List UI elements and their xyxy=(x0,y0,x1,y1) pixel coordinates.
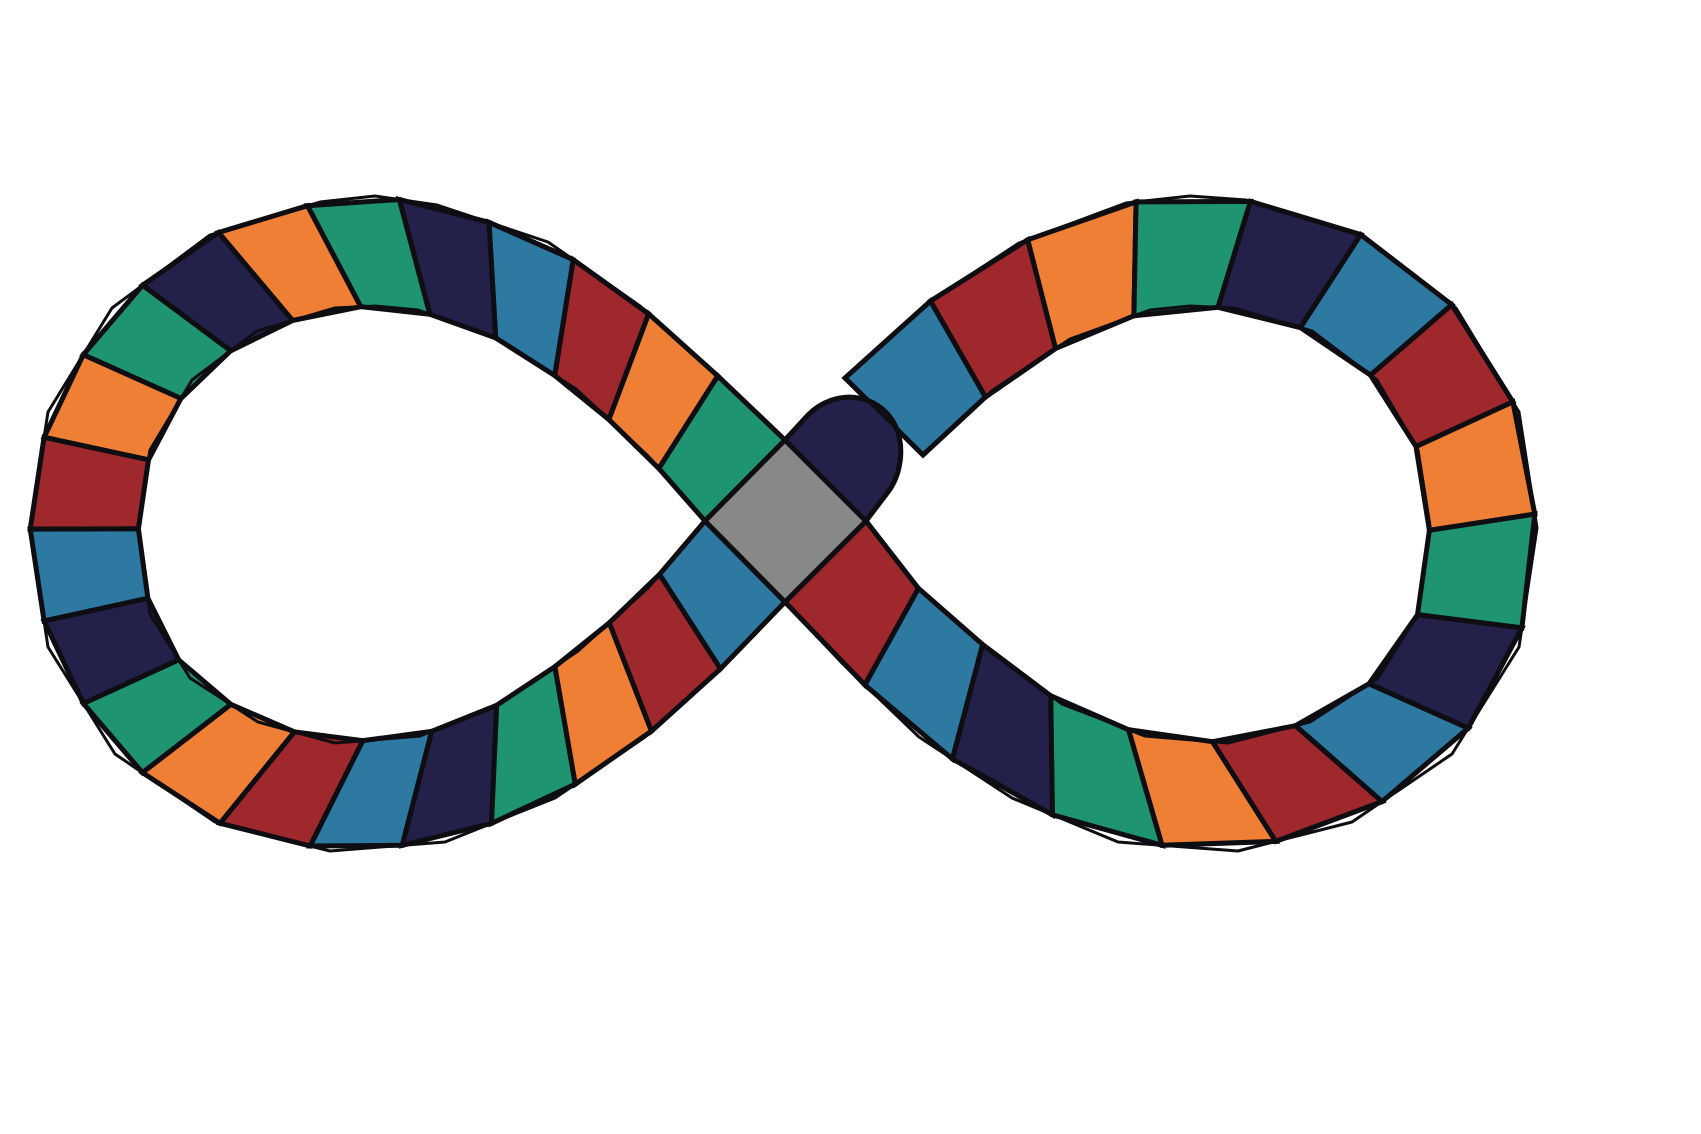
right-loop-space-9[interactable] xyxy=(1414,511,1538,631)
left-loop-outer-edge xyxy=(28,194,787,853)
left-loop-space-4[interactable] xyxy=(486,218,576,380)
left-loop-inner-edge xyxy=(136,304,707,745)
track-outline xyxy=(28,194,1539,853)
left-loop xyxy=(27,196,789,849)
right-loop-inner-edge xyxy=(864,304,1432,745)
right-loop xyxy=(781,198,1538,849)
right-loop-outer-edge xyxy=(783,194,1539,853)
start-tab[interactable] xyxy=(781,394,904,525)
special-spaces xyxy=(701,394,904,606)
right-loop-end-cap xyxy=(843,376,925,457)
